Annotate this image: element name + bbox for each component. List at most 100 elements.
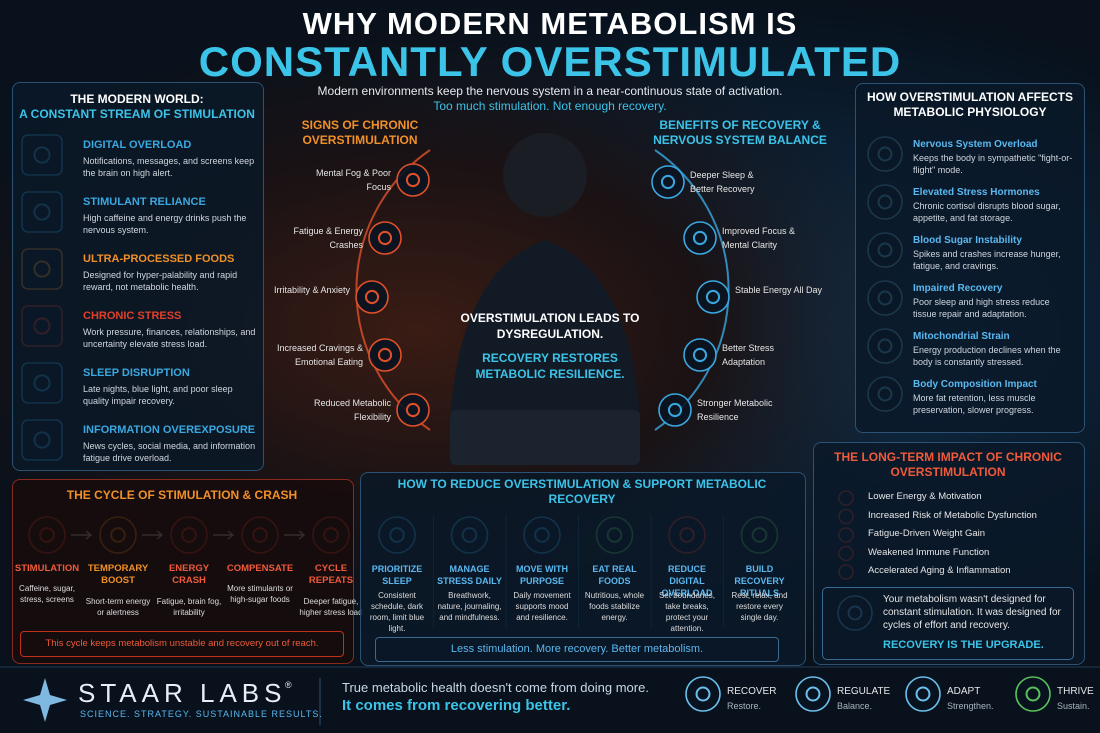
item-title: MOVE WITH PURPOSE: [516, 564, 568, 586]
item-text: Nutritious, whole foods stabilize energy…: [584, 591, 645, 622]
icon: [368, 338, 402, 372]
panel-title: HOW OVERSTIMULATION AFFECTS METABOLIC PH…: [867, 90, 1073, 119]
reduce-footer: Less stimulation. More recovery. Better …: [375, 637, 779, 662]
panel-title: THE MODERN WORLD:: [70, 92, 204, 106]
item-title: BUILD RECOVERY RITUALS: [734, 564, 785, 598]
quote-emphasis: RECOVERY IS THE UPGRADE.: [883, 639, 1044, 651]
icon: [368, 221, 402, 255]
icon: [905, 676, 941, 712]
center-resolution: RECOVERY RESTORES METABOLIC RESILIENCE.: [475, 351, 625, 381]
icon: [396, 393, 430, 427]
icon-glyph: [377, 230, 393, 246]
signs-title: SIGNS OF CHRONIC OVERSTIMULATION: [301, 118, 419, 147]
benefit-label: Stronger Metabolic Resilience: [697, 398, 773, 422]
item-title: STIMULANT RELIANCE: [83, 196, 206, 208]
impact-item: Weakened Immune Function: [868, 546, 990, 558]
item-text: Chronic cortisol disrupts blood sugar, a…: [913, 201, 1061, 223]
item-title: CHRONIC STRESS: [83, 310, 182, 322]
panel: [12, 82, 264, 471]
icon: [683, 338, 717, 372]
panel: [12, 479, 354, 664]
item-text: Late nights, blue light, and poor sleep …: [83, 384, 233, 406]
icon-glyph: [915, 686, 931, 702]
item-text: Consistent schedule, dark room, limit bl…: [369, 591, 425, 633]
quote-box: [822, 587, 1074, 660]
icon: [651, 165, 685, 199]
icon: [696, 280, 730, 314]
footer-emphasis: It comes from recovering better.: [342, 697, 571, 714]
step-title: STIMULATION: [14, 563, 80, 574]
item-title: Blood Sugar Instability: [913, 235, 1022, 246]
icon-glyph: [364, 289, 380, 305]
item-text: News cycles, social media, and informati…: [83, 441, 256, 463]
step-text: Deeper fatigue, higher stress load: [299, 597, 363, 617]
item-title: REDUCE DIGITAL OVERLOAD: [661, 564, 713, 598]
pillar-text: Balance.: [837, 701, 873, 711]
item-text: Energy production declines when the body…: [913, 345, 1061, 367]
item-text: Daily movement supports mood and resilie…: [513, 591, 571, 622]
sign-label: Irritability & Anxiety: [273, 285, 350, 295]
step-title: TEMPORARY BOOST: [87, 563, 149, 586]
item-text: Breathwork, nature, journaling, and mind…: [437, 591, 502, 622]
panel-title: HOW TO REDUCE OVERSTIMULATION & SUPPORT …: [397, 477, 767, 506]
impact-item: Fatigue-Driven Weight Gain: [868, 528, 986, 539]
icon-glyph: [660, 174, 676, 190]
item-title: EAT REAL FOODS: [592, 564, 637, 586]
step-title: ENERGY CRASH: [168, 563, 210, 586]
panel: [855, 83, 1085, 433]
panel: [813, 442, 1085, 665]
icon-glyph: [405, 402, 421, 418]
benefit-label: Deeper Sleep & Better Recovery: [690, 170, 755, 194]
step-text: Caffeine, sugar, stress, screens: [19, 584, 75, 604]
step-title: CYCLE REPEATS: [308, 563, 354, 586]
icon-glyph: [692, 230, 708, 246]
item-title: Nervous System Overload: [913, 139, 1038, 150]
step-text: Fatigue, brain fog, irritability: [156, 597, 222, 617]
benefit-label: Better Stress Adaptation: [722, 343, 775, 367]
benefits-title: BENEFITS OF RECOVERY & NERVOUS SYSTEM BA…: [653, 118, 827, 147]
brand-mark: ®: [285, 680, 292, 690]
sign-label: Fatigue & Energy Crashes: [293, 226, 363, 250]
sign-label: Reduced Metabolic Flexibility: [313, 398, 391, 422]
icon-glyph: [377, 347, 393, 363]
sign-label: Mental Fog & Poor Focus: [315, 168, 391, 192]
benefit-label: Improved Focus & Mental Clarity: [722, 226, 796, 250]
pillar-title: THRIVE: [1057, 686, 1094, 697]
pillar-title: ADAPT: [947, 686, 981, 697]
item-title: Elevated Stress Hormones: [913, 187, 1040, 198]
item-title: Mitochondrial Strain: [913, 331, 1010, 342]
subtitle: Modern environments keep the nervous sys…: [317, 84, 783, 98]
icon-glyph: [695, 686, 711, 702]
footer-message: True metabolic health doesn't come from …: [342, 680, 649, 695]
panel-title: THE LONG-TERM IMPACT OF CHRONIC OVERSTIM…: [834, 450, 1062, 479]
pillar-text: Sustain.: [1057, 701, 1090, 711]
title-highlight: CONSTANTLY OVERSTIMULATED: [198, 38, 902, 85]
icon-glyph: [667, 402, 683, 418]
icon: [685, 676, 721, 712]
pillar-title: RECOVER: [727, 686, 777, 697]
cycle-note: This cycle keeps metabolism unstable and…: [20, 631, 344, 657]
icon: [1015, 676, 1051, 712]
panel: [360, 472, 806, 666]
center-statement: OVERSTIMULATION LEADS TO DYSREGULATION.: [460, 311, 640, 341]
item-text: More fat retention, less muscle preserva…: [913, 393, 1036, 415]
item-text: Set boundaries, take breaks, protect you…: [658, 591, 716, 633]
step-title: COMPENSATE: [226, 563, 294, 574]
quote: Your metabolism wasn't designed for cons…: [883, 594, 1061, 631]
panel-subtitle: A CONSTANT STREAM OF STIMULATION: [19, 107, 255, 121]
icon-glyph: [1025, 686, 1041, 702]
impact-item: Increased Risk of Metabolic Dysfunction: [868, 509, 1037, 521]
item-title: MANAGE STRESS DAILY: [437, 564, 502, 586]
sign-label: Increased Cravings & Emotional Eating: [276, 343, 363, 367]
item-title: ULTRA-PROCESSED FOODS: [83, 253, 235, 265]
panel-title: THE CYCLE OF STIMULATION & CRASH: [66, 488, 298, 502]
brand: STAAR LABS: [78, 678, 287, 708]
impact-item: Accelerated Aging & Inflammation: [868, 565, 1011, 576]
icon-glyph: [705, 289, 721, 305]
item-text: Work pressure, finances, relationships, …: [83, 327, 256, 349]
brand-tagline: SCIENCE. STRATEGY. SUSTAINABLE RESULTS.: [80, 709, 323, 719]
icon-glyph: [692, 347, 708, 363]
item-title: Impaired Recovery: [913, 283, 1003, 294]
item-title: Body Composition Impact: [913, 379, 1037, 390]
